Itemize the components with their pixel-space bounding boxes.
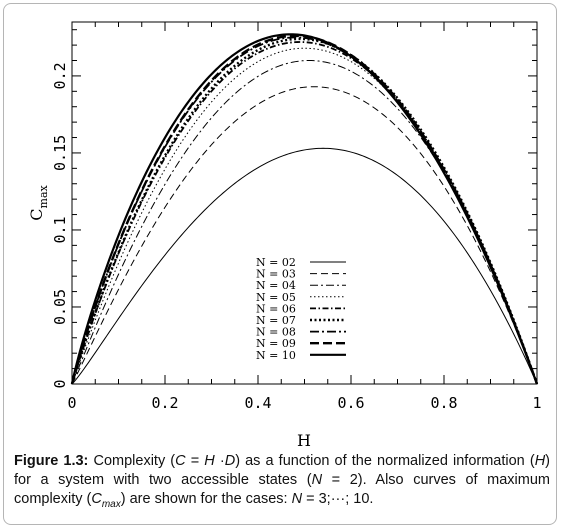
legend-label: N = 04 bbox=[256, 279, 296, 292]
y-tick-labels: 0 0.05 0.1 0.15 0.2 bbox=[51, 62, 69, 388]
figure-caption: Figure 1.3: Complexity (C = H ·D) as a f… bbox=[14, 453, 551, 510]
legend-label: N = 05 bbox=[256, 291, 296, 304]
legend-label: N = 09 bbox=[256, 337, 296, 350]
y-tick-label: 0.1 bbox=[51, 216, 69, 243]
legend-label: N = 07 bbox=[256, 314, 296, 327]
x-tick-label: 0.6 bbox=[337, 394, 364, 412]
y-axis-label: Cmax bbox=[27, 184, 50, 220]
plot-frame bbox=[71, 21, 538, 385]
curve-09 bbox=[70, 34, 539, 385]
x-axis-label: H bbox=[297, 431, 311, 450]
curve-08 bbox=[71, 36, 538, 385]
legend-label: N = 03 bbox=[256, 268, 296, 281]
y-tick-label: 0.2 bbox=[51, 62, 69, 89]
curve-10 bbox=[70, 33, 539, 385]
curves bbox=[70, 33, 539, 385]
legend-label: N = 10 bbox=[256, 349, 296, 362]
caption-label: Figure 1.3: bbox=[14, 453, 89, 469]
x-tick-label: 0.4 bbox=[244, 394, 271, 412]
complexity-chart: 0 0.2 0.4 0.6 0.8 1 00.050.10.150.2 N = 02N =… bbox=[27, 21, 542, 450]
legend: N = 02N = 03N = 04N = 05N = 06N = 07N = … bbox=[256, 256, 346, 362]
legend-label: N = 06 bbox=[256, 302, 296, 315]
legend-label: N = 08 bbox=[256, 326, 296, 339]
x-tick-label: 0.2 bbox=[151, 394, 178, 412]
curve-07 bbox=[70, 37, 539, 385]
figure-frame bbox=[3, 3, 557, 525]
y-tick-label: 0.15 bbox=[51, 135, 69, 171]
legend-label: N = 02 bbox=[256, 256, 296, 269]
y-tick-label: 0.05 bbox=[51, 289, 69, 325]
x-tick-label: 0 bbox=[67, 394, 76, 412]
x-tick-label: 0.8 bbox=[430, 394, 457, 412]
y-tick-label: 0 bbox=[51, 379, 69, 388]
x-tick-label: 1 bbox=[532, 394, 541, 412]
curve-02 bbox=[71, 147, 538, 385]
curve-03 bbox=[71, 86, 538, 385]
x-tick-labels: 0 0.2 0.4 0.6 0.8 1 bbox=[67, 394, 541, 412]
curve-04 bbox=[71, 60, 538, 385]
axis-ticks bbox=[71, 22, 538, 385]
